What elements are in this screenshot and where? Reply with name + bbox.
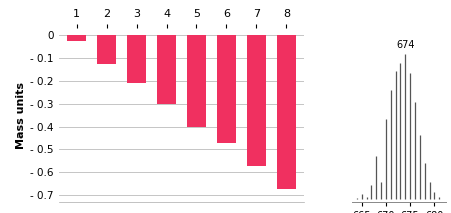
Text: 674: 674 bbox=[396, 40, 414, 49]
Title: Bromines: Bromines bbox=[148, 0, 215, 3]
Bar bbox=[127, 35, 146, 83]
Bar bbox=[187, 35, 206, 127]
Y-axis label: Mass units: Mass units bbox=[16, 82, 26, 148]
Bar bbox=[247, 35, 266, 166]
Bar bbox=[157, 35, 176, 104]
Bar bbox=[97, 35, 116, 65]
Bar bbox=[67, 35, 86, 42]
Bar bbox=[216, 35, 236, 142]
Bar bbox=[276, 35, 296, 189]
